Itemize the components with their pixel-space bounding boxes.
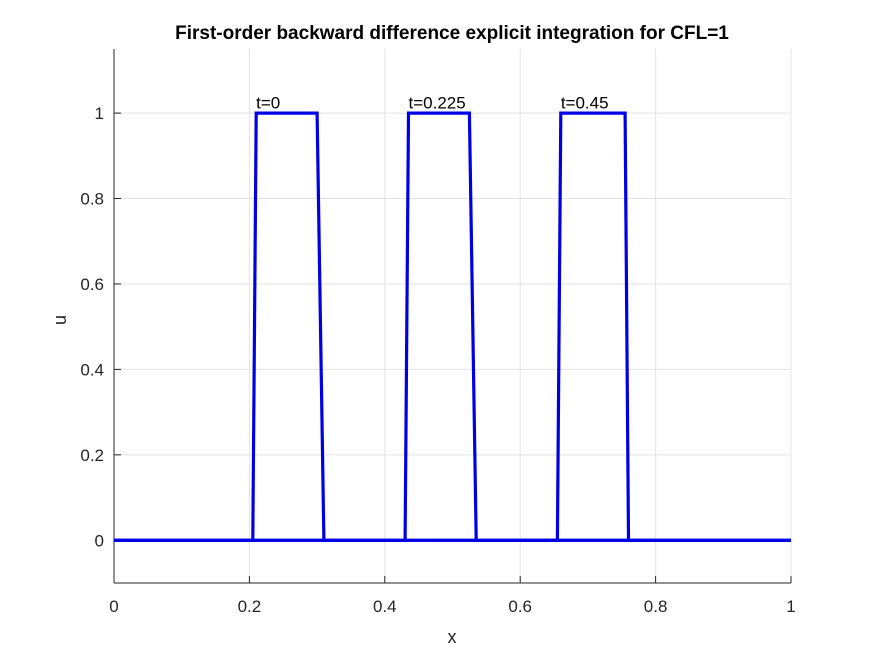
annotation-label: t=0 bbox=[256, 94, 280, 113]
tick-labels: 0 0.2 0.4 0.6 0.8 1 0 0.2 0.4 0.6 0.8 1 bbox=[80, 104, 795, 616]
y-tick-label: 0.2 bbox=[80, 446, 104, 465]
series-line-3 bbox=[114, 111, 791, 542]
series-layer bbox=[114, 111, 791, 542]
y-tick-label: 0 bbox=[95, 531, 104, 550]
x-tick-label: 1 bbox=[786, 597, 795, 616]
grid bbox=[113, 49, 792, 583]
plot-area bbox=[114, 49, 791, 583]
chart-title: First-order backward difference explicit… bbox=[175, 23, 729, 44]
plot-background bbox=[114, 49, 791, 583]
y-tick-label: 0.6 bbox=[80, 275, 104, 294]
x-tick-label: 0.8 bbox=[644, 597, 668, 616]
axes-box bbox=[113, 49, 792, 584]
annotation-label: t=0.225 bbox=[408, 94, 465, 113]
x-tick-label: 0 bbox=[109, 597, 118, 616]
y-tick-label: 1 bbox=[95, 104, 104, 123]
x-tick-label: 0.2 bbox=[238, 597, 262, 616]
annotation-label: t=0.45 bbox=[561, 94, 609, 113]
annotations: t=0 t=0.225 t=0.45 bbox=[256, 94, 608, 113]
x-tick-label: 0.4 bbox=[373, 597, 397, 616]
y-tick-label: 0.8 bbox=[80, 190, 104, 209]
y-tick-label: 0.4 bbox=[80, 360, 104, 379]
x-axis-label: x bbox=[448, 627, 457, 647]
y-axis-label: u bbox=[50, 315, 70, 325]
x-tick-label: 0.6 bbox=[508, 597, 532, 616]
